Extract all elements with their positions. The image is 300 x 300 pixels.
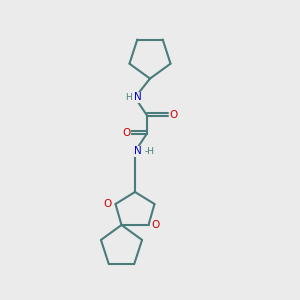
Text: -H: -H (145, 147, 155, 156)
Text: H: H (125, 93, 132, 102)
Text: O: O (152, 220, 160, 230)
Text: O: O (169, 110, 178, 121)
Text: N: N (134, 92, 142, 103)
Text: O: O (104, 199, 112, 209)
Text: N: N (134, 146, 142, 157)
Text: O: O (122, 128, 131, 139)
